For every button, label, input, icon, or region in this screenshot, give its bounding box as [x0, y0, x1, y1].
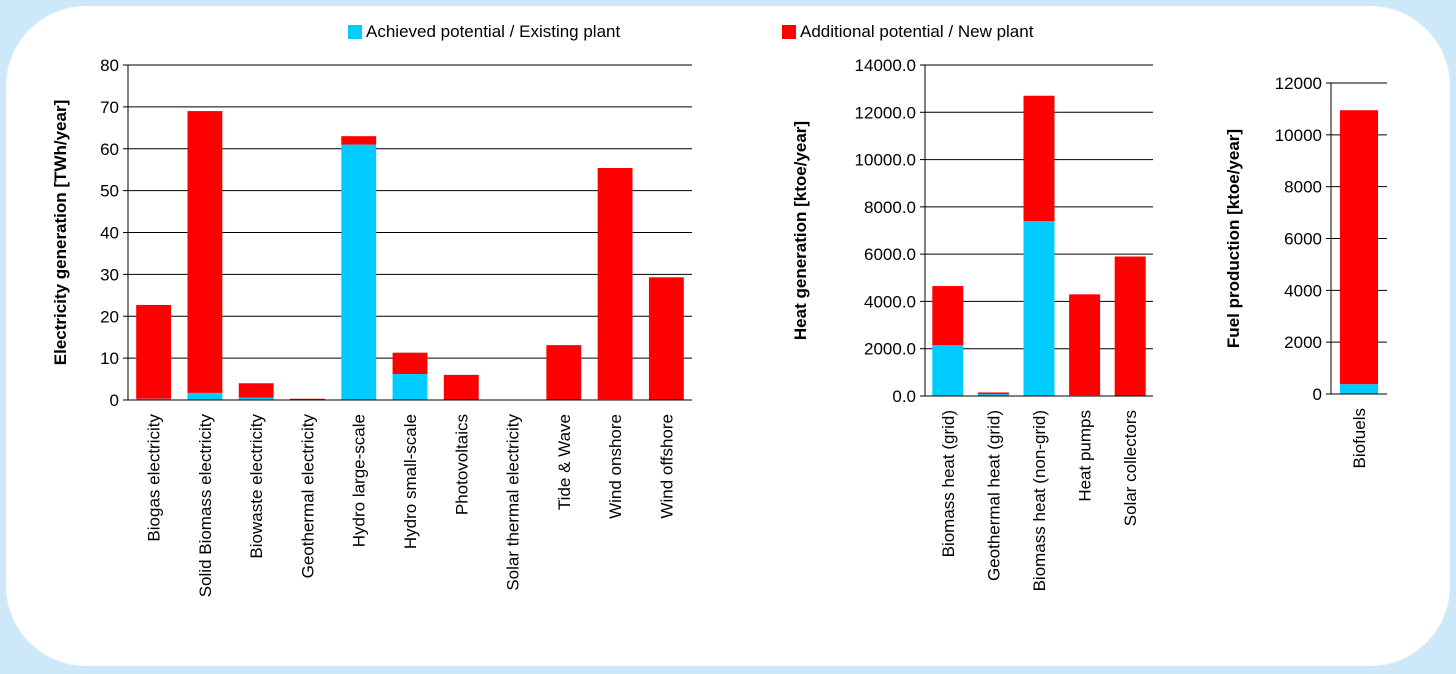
y-axis-title: Heat generation [ktoe/year]	[791, 121, 810, 340]
bar-segment-additional	[392, 352, 428, 375]
bar-segment-achieved	[1339, 384, 1379, 394]
category-label: Solar thermal electricity	[504, 414, 523, 591]
y-tick-label: 60	[100, 140, 119, 159]
bar-segment-additional	[136, 304, 172, 399]
legend-label-additional: Additional potential / New plant	[800, 22, 1034, 41]
bar-segment-additional	[977, 392, 1009, 395]
bar-segment-additional	[238, 383, 274, 398]
y-tick-label: 12000	[1275, 74, 1322, 93]
bar-segment-achieved	[341, 144, 377, 400]
category-label: Hydro large-scale	[350, 414, 369, 547]
legend-swatch-achieved	[348, 25, 362, 39]
category-label: Solid Biomass electricity	[196, 414, 215, 598]
category-label: Geothermal heat (grid)	[984, 410, 1003, 581]
category-label: Solar collectors	[1121, 410, 1140, 526]
bar-segment-additional	[1069, 294, 1101, 396]
category-label: Heat pumps	[1076, 410, 1095, 502]
y-tick-label: 14000.0	[855, 56, 916, 75]
category-label: Biogas electricity	[145, 414, 164, 542]
y-tick-label: 20	[100, 307, 119, 326]
bar-segment-achieved	[392, 374, 428, 400]
chart-panel	[6, 6, 1450, 666]
y-tick-label: 4000	[1284, 281, 1322, 300]
y-tick-label: 4000.0	[864, 292, 916, 311]
y-tick-label: 0.0	[892, 387, 916, 406]
category-label: Hydro small-scale	[401, 414, 420, 549]
legend-swatch-additional	[782, 25, 796, 39]
y-tick-label: 10000	[1275, 126, 1322, 145]
bar-segment-additional	[648, 277, 684, 400]
legend: Achieved potential / Existing plant Addi…	[0, 0, 1456, 60]
y-tick-label: 8000.0	[864, 198, 916, 217]
y-tick-label: 0	[1313, 385, 1322, 404]
category-label: Wind offshore	[657, 414, 676, 519]
y-tick-label: 10000.0	[855, 151, 916, 170]
bar-segment-additional	[341, 136, 377, 145]
y-tick-label: 6000.0	[864, 245, 916, 264]
y-tick-label: 0	[110, 391, 119, 410]
y-tick-label: 40	[100, 224, 119, 243]
y-tick-label: 30	[100, 265, 119, 284]
y-axis-title: Electricity generation [TWh/year]	[51, 100, 70, 365]
category-label: Photovoltaics	[452, 414, 471, 515]
y-tick-label: 2000.0	[864, 340, 916, 359]
bar-segment-achieved	[932, 345, 964, 396]
legend-item-additional: Additional potential / New plant	[782, 22, 1033, 42]
category-label: Biomass heat (non-grid)	[1030, 410, 1049, 591]
y-tick-label: 10	[100, 349, 119, 368]
y-axis-title: Fuel production [ktoe/year]	[1224, 129, 1243, 348]
bar-segment-additional	[1339, 110, 1379, 385]
y-tick-label: 8000	[1284, 178, 1322, 197]
bar-segment-additional	[1114, 256, 1146, 396]
y-tick-label: 2000	[1284, 333, 1322, 352]
bar-segment-achieved	[136, 398, 172, 400]
bar-segment-achieved	[1023, 221, 1055, 396]
bar-segment-additional	[597, 168, 633, 400]
y-tick-label: 50	[100, 182, 119, 201]
legend-item-achieved: Achieved potential / Existing plant	[348, 22, 620, 42]
category-label: Biomass heat (grid)	[939, 410, 958, 557]
category-label: Tide & Wave	[555, 414, 574, 510]
bar-segment-additional	[290, 398, 325, 400]
y-tick-label: 80	[100, 56, 119, 75]
y-tick-label: 70	[100, 98, 119, 117]
bar-segment-additional	[443, 374, 479, 400]
bar-segment-achieved	[977, 394, 1009, 396]
bar-segment-achieved	[187, 392, 223, 400]
category-label: Biowaste electricity	[247, 414, 266, 559]
bar-segment-additional	[932, 286, 964, 346]
category-label: Biofuels	[1350, 408, 1369, 468]
bar-segment-achieved	[238, 397, 274, 400]
bar-segment-additional	[546, 345, 582, 400]
legend-label-achieved: Achieved potential / Existing plant	[366, 22, 621, 41]
bar-segment-additional	[1023, 95, 1055, 222]
category-label: Wind onshore	[606, 414, 625, 519]
bar-segment-additional	[187, 111, 223, 393]
category-label: Geothermal electricity	[298, 414, 317, 579]
y-tick-label: 6000	[1284, 230, 1322, 249]
y-tick-label: 12000.0	[855, 103, 916, 122]
